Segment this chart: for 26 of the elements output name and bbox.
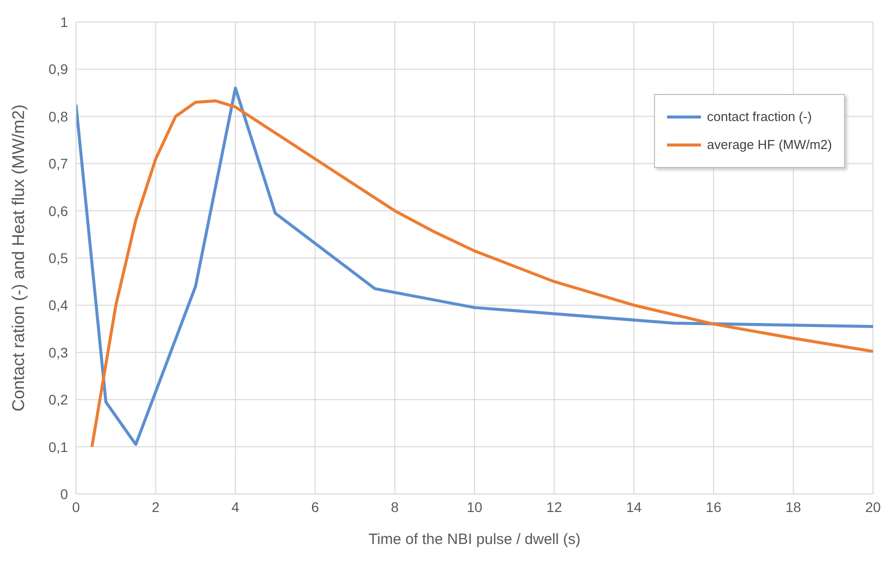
x-tick-label: 10 bbox=[466, 498, 482, 515]
x-tick-label: 20 bbox=[865, 498, 881, 515]
y-tick-label: 0,7 bbox=[48, 156, 68, 172]
y-tick-label: 0,4 bbox=[48, 297, 68, 314]
y-tick-label: 0,8 bbox=[48, 108, 68, 124]
y-tick-label: 0,6 bbox=[48, 202, 68, 219]
y-tick-label: 1 bbox=[60, 14, 68, 30]
x-tick-label: 2 bbox=[152, 498, 160, 515]
y-tick-label: 0,1 bbox=[48, 438, 68, 455]
x-axis-title: Time of the NBI pulse / dwell (s) bbox=[368, 531, 581, 548]
x-tick-label: 4 bbox=[232, 498, 240, 515]
x-tick-label: 6 bbox=[311, 498, 320, 515]
y-tick-label: 0 bbox=[60, 486, 68, 502]
y-tick-label: 0,9 bbox=[48, 61, 68, 78]
x-tick-label: 16 bbox=[706, 498, 722, 515]
y-tick-label: 0,5 bbox=[48, 250, 68, 266]
y-axis-title: Contact ration (-) and Heat flux (MW/m2) bbox=[9, 104, 28, 412]
legend-label: average HF (MW/m2) bbox=[707, 136, 832, 154]
x-tick-label: 18 bbox=[786, 498, 802, 515]
x-tick-label: 12 bbox=[546, 498, 562, 515]
y-tick-label: 0,2 bbox=[48, 392, 68, 408]
x-tick-label: 8 bbox=[390, 498, 399, 515]
x-tick-label: 14 bbox=[626, 498, 642, 515]
y-tick-label: 0,3 bbox=[48, 344, 68, 360]
x-tick-label: 0 bbox=[72, 498, 80, 515]
legend-label: contact fraction (-) bbox=[707, 108, 812, 126]
